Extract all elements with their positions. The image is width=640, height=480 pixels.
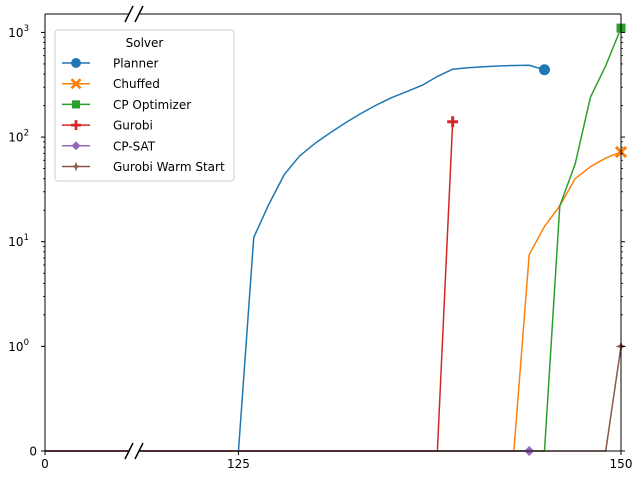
legend-marker-3 (71, 120, 81, 131)
legend-title: Solver (126, 36, 164, 50)
y-tick-label-base-4: 10 (8, 26, 23, 40)
legend-marker-1 (70, 78, 82, 90)
y-tick-label-0: 0 (29, 445, 37, 459)
x-tick-label-1: 125 (227, 457, 250, 471)
y-tick-label-exp-1: 0 (24, 338, 29, 348)
x-tick-label-0: 0 (41, 457, 49, 471)
break-mark-0 (124, 5, 134, 23)
y-tick-label-base-2: 10 (8, 235, 23, 249)
legend-label-3: Gurobi (113, 119, 153, 133)
legend-entry-0: Planner (62, 57, 159, 71)
legend-marker-0 (71, 58, 81, 68)
legend-entry-3: Gurobi (62, 119, 153, 133)
break-mark-1 (134, 5, 144, 23)
series-marker-0 (538, 64, 550, 76)
y-tick-label-exp-4: 3 (24, 24, 29, 34)
legend-marker-2 (71, 100, 81, 109)
y-tick-label-2: 101 (8, 233, 29, 249)
series-line-1-seg-1 (139, 151, 622, 452)
series-line-0-seg-1 (139, 64, 545, 452)
x-axis-ticks: 0 125 150 (41, 451, 632, 471)
legend-label-5: Gurobi Warm Start (113, 160, 225, 174)
legend: Solver Planner Chuffed CP Optimizer Gurobi C… (54, 29, 235, 182)
y-tick-label-1: 100 (8, 338, 29, 354)
legend-entry-5: Gurobi Warm Start (62, 160, 225, 174)
y-tick-label-exp-3: 2 (24, 129, 29, 139)
break-mark-3 (134, 442, 144, 460)
legend-entry-1: Chuffed (62, 77, 160, 91)
series-marker-3 (447, 116, 459, 128)
legend-marker-4 (71, 141, 81, 151)
axis-break-marks (124, 5, 144, 460)
x-tick-label-2: 150 (610, 457, 633, 471)
y-tick-label-4: 103 (8, 24, 29, 40)
y-tick-label-base-3: 10 (8, 131, 23, 145)
legend-label-2: CP Optimizer (113, 98, 191, 112)
y-tick-label-exp-2: 1 (24, 233, 29, 243)
legend-label-1: Chuffed (113, 77, 160, 91)
y-tick-label-3: 102 (8, 129, 29, 145)
legend-label-0: Planner (113, 57, 159, 71)
legend-entry-4: CP-SAT (62, 139, 156, 153)
legend-entry-2: CP Optimizer (62, 98, 191, 112)
y-tick-label-base-1: 10 (8, 340, 23, 354)
break-mark-2 (124, 442, 134, 460)
legend-box (54, 29, 235, 182)
legend-entries: Planner Chuffed CP Optimizer Gurobi CP-SAT Gu… (62, 57, 225, 174)
series-line-5-seg-1 (139, 346, 622, 452)
legend-label-4: CP-SAT (113, 139, 156, 153)
legend-marker-5 (71, 161, 81, 172)
